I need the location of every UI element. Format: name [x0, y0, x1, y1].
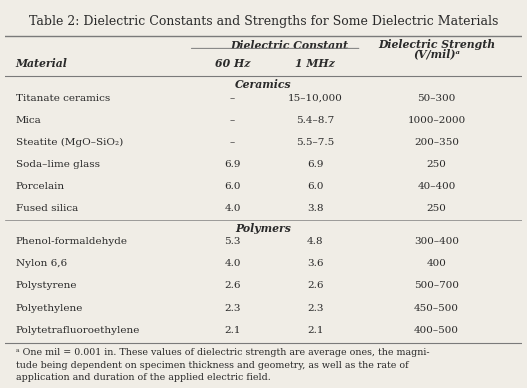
Text: 400–500: 400–500	[414, 326, 459, 334]
Text: Fused silica: Fused silica	[16, 204, 78, 213]
Text: –: –	[230, 138, 235, 147]
Text: 200–350: 200–350	[414, 138, 459, 147]
Text: 2.6: 2.6	[307, 281, 324, 291]
Text: 4.0: 4.0	[225, 204, 241, 213]
Text: Soda–lime glass: Soda–lime glass	[16, 160, 100, 169]
Text: –: –	[230, 94, 235, 103]
Text: 2.3: 2.3	[307, 303, 324, 312]
Text: 5.4–8.7: 5.4–8.7	[296, 116, 334, 125]
Text: Nylon 6,6: Nylon 6,6	[16, 260, 67, 268]
Text: 6.9: 6.9	[225, 160, 241, 169]
Text: (V/mil)ᵃ: (V/mil)ᵃ	[413, 48, 460, 59]
Text: Polymers: Polymers	[236, 223, 291, 234]
Text: –: –	[230, 116, 235, 125]
Text: 450–500: 450–500	[414, 303, 459, 312]
Text: 3.6: 3.6	[307, 260, 324, 268]
Text: Material: Material	[16, 58, 67, 69]
Text: Titanate ceramics: Titanate ceramics	[16, 94, 110, 103]
Text: Phenol-formaldehyde: Phenol-formaldehyde	[16, 237, 128, 246]
Text: Ceramics: Ceramics	[235, 79, 292, 90]
Text: 40–400: 40–400	[417, 182, 456, 191]
Text: 2.3: 2.3	[225, 303, 241, 312]
Text: 15–10,000: 15–10,000	[288, 94, 343, 103]
Text: 1000–2000: 1000–2000	[407, 116, 466, 125]
Text: 50–300: 50–300	[417, 94, 456, 103]
Text: 5.5–7.5: 5.5–7.5	[296, 138, 334, 147]
Text: Table 2: Dielectric Constants and Strengths for Some Dielectric Materials: Table 2: Dielectric Constants and Streng…	[29, 15, 498, 28]
Text: Dielectric Constant: Dielectric Constant	[230, 40, 348, 51]
Text: Polyethylene: Polyethylene	[16, 303, 83, 312]
Text: 6.0: 6.0	[307, 182, 324, 191]
Text: 60 Hz: 60 Hz	[215, 58, 250, 69]
Text: 6.9: 6.9	[307, 160, 324, 169]
Text: Polystyrene: Polystyrene	[16, 281, 77, 291]
Text: Mica: Mica	[16, 116, 41, 125]
Text: 2.6: 2.6	[225, 281, 241, 291]
Text: Dielectric Strength: Dielectric Strength	[378, 39, 495, 50]
Text: 4.8: 4.8	[307, 237, 324, 246]
Text: 250: 250	[426, 204, 446, 213]
Text: 300–400: 300–400	[414, 237, 459, 246]
Text: 500–700: 500–700	[414, 281, 459, 291]
Text: 3.8: 3.8	[307, 204, 324, 213]
Text: 1 MHz: 1 MHz	[295, 58, 335, 69]
Text: 250: 250	[426, 160, 446, 169]
Text: Polytetrafluoroethylene: Polytetrafluoroethylene	[16, 326, 140, 334]
Text: Porcelain: Porcelain	[16, 182, 65, 191]
Text: 4.0: 4.0	[225, 260, 241, 268]
Text: 6.0: 6.0	[225, 182, 241, 191]
Text: ᵃ One mil = 0.001 in. These values of dielectric strength are average ones, the : ᵃ One mil = 0.001 in. These values of di…	[16, 348, 429, 383]
Text: 400: 400	[426, 260, 446, 268]
Text: 2.1: 2.1	[307, 326, 324, 334]
Text: 2.1: 2.1	[225, 326, 241, 334]
Text: Steatite (MgO–SiO₂): Steatite (MgO–SiO₂)	[16, 138, 123, 147]
Text: 5.3: 5.3	[225, 237, 241, 246]
